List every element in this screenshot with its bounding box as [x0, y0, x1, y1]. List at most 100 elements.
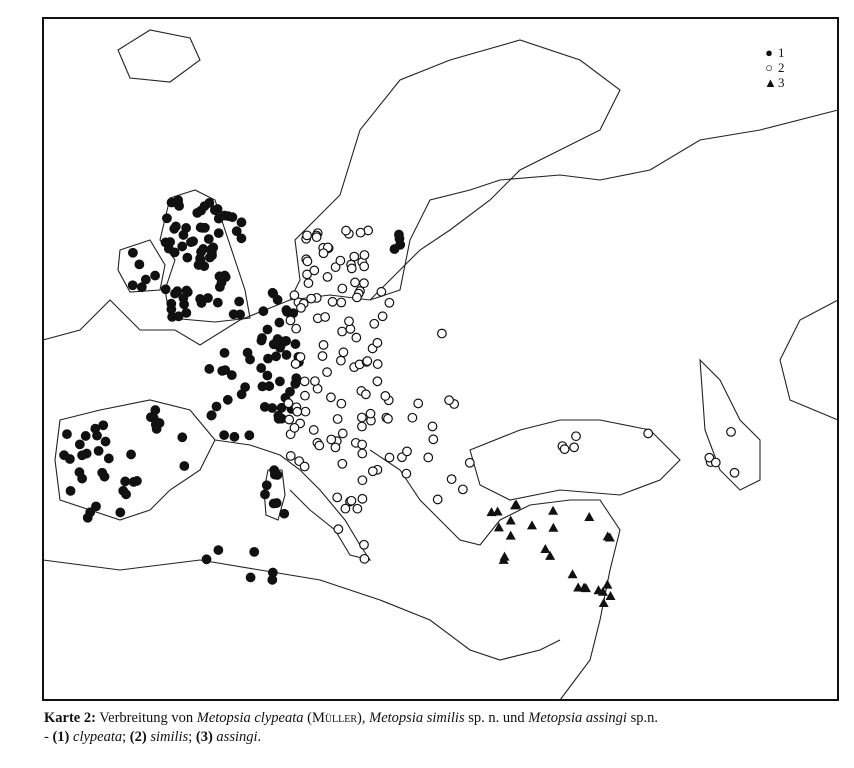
- similis-point: [283, 398, 294, 409]
- similis-point: [351, 332, 362, 343]
- similis-point: [352, 292, 362, 303]
- clypeata-point: [268, 339, 279, 350]
- clypeata-point: [234, 296, 245, 307]
- similis-point: [427, 421, 438, 432]
- similis-point: [330, 442, 341, 453]
- similis-point: [710, 457, 721, 468]
- assingi-point: [605, 590, 616, 600]
- clypeata-point: [394, 229, 404, 240]
- similis-point: [306, 293, 317, 304]
- open-circle-icon: ○: [765, 60, 773, 75]
- clypeata-point: [260, 489, 270, 500]
- clypeata-point: [100, 436, 111, 447]
- similis-point: [335, 255, 346, 266]
- assingi-point: [511, 499, 522, 509]
- similis-point: [432, 494, 443, 505]
- clypeata-point: [240, 382, 251, 392]
- similis-point: [423, 452, 434, 463]
- clypeata-point: [203, 293, 213, 303]
- clypeata-point: [272, 470, 283, 480]
- clypeata-point: [162, 213, 172, 224]
- clypeata-point: [151, 423, 162, 434]
- assingi-point: [598, 598, 609, 608]
- similis-point: [350, 277, 360, 288]
- clypeata-point: [181, 307, 192, 318]
- clypeata-point: [258, 306, 269, 317]
- clypeata-point: [216, 277, 227, 288]
- clypeata-point: [245, 572, 256, 583]
- clypeata-point: [201, 554, 212, 565]
- similis-point: [326, 392, 336, 403]
- clypeata-point: [290, 378, 301, 389]
- similis-point: [349, 251, 360, 262]
- similis-point: [338, 347, 349, 358]
- similis-point: [372, 359, 383, 369]
- assingi-point: [548, 522, 559, 532]
- similis-point: [355, 227, 366, 238]
- similis-point: [360, 389, 371, 400]
- clypeata-point: [150, 270, 160, 281]
- similis-point: [359, 539, 369, 550]
- assingi-point: [584, 511, 595, 521]
- similis-point: [291, 323, 302, 334]
- similis-point: [356, 412, 367, 423]
- similis-point: [362, 356, 373, 366]
- similis-point: [303, 278, 314, 289]
- clypeata-point: [91, 501, 101, 512]
- clypeata-point: [212, 297, 223, 308]
- clypeata-point: [81, 448, 92, 459]
- clypeata-point: [213, 228, 224, 239]
- map-legend: ● 1 ○ 2 ▲ 3: [764, 45, 785, 90]
- similis-point: [333, 524, 344, 535]
- clypeata-point: [65, 485, 76, 496]
- clypeata-point: [121, 489, 131, 500]
- filled-circle-icon: ●: [765, 45, 773, 60]
- similis-point: [401, 468, 412, 479]
- similis-point: [296, 302, 306, 313]
- clypeata-point: [192, 207, 203, 218]
- similis-point: [369, 318, 380, 329]
- similis-point: [464, 457, 475, 468]
- similis-point: [384, 452, 395, 463]
- clypeata-point: [132, 476, 142, 486]
- clypeata-point: [261, 480, 272, 491]
- similis-point: [332, 492, 343, 503]
- clypeata-point: [228, 309, 239, 320]
- similis-point: [289, 422, 300, 433]
- clypeata-point: [178, 293, 189, 303]
- similis-point: [340, 503, 351, 514]
- similis-point: [284, 414, 295, 425]
- similis-point: [327, 296, 338, 307]
- assingi-point: [545, 550, 556, 560]
- similis-point: [290, 358, 301, 369]
- similis-point: [318, 248, 329, 259]
- assingi-point: [548, 505, 559, 515]
- similis-point: [365, 408, 376, 419]
- similis-point: [300, 390, 310, 401]
- clypeata-point: [173, 195, 184, 206]
- similis-point: [437, 328, 447, 339]
- similis-point: [341, 225, 351, 236]
- similis-point: [569, 442, 580, 453]
- clypeata-point: [262, 324, 273, 335]
- legend-item-3: ▲ 3: [764, 75, 785, 90]
- clypeata-point: [140, 274, 151, 285]
- similis-point: [337, 283, 348, 294]
- clypeata-point: [197, 222, 208, 233]
- similis-point: [285, 451, 296, 461]
- similis-point: [457, 484, 468, 495]
- similis-point: [704, 452, 715, 463]
- assingi-point: [505, 530, 516, 540]
- clypeata-point: [226, 370, 237, 381]
- clypeata-point: [80, 431, 91, 441]
- similis-point: [337, 458, 348, 469]
- similis-point: [367, 466, 378, 477]
- clypeata-point: [211, 401, 222, 412]
- clypeata-point: [179, 461, 190, 471]
- points-assingi: [486, 499, 616, 608]
- similis-point: [357, 493, 368, 504]
- similis-point: [302, 256, 313, 267]
- clypeata-point: [128, 247, 138, 258]
- clypeata-point: [74, 467, 85, 478]
